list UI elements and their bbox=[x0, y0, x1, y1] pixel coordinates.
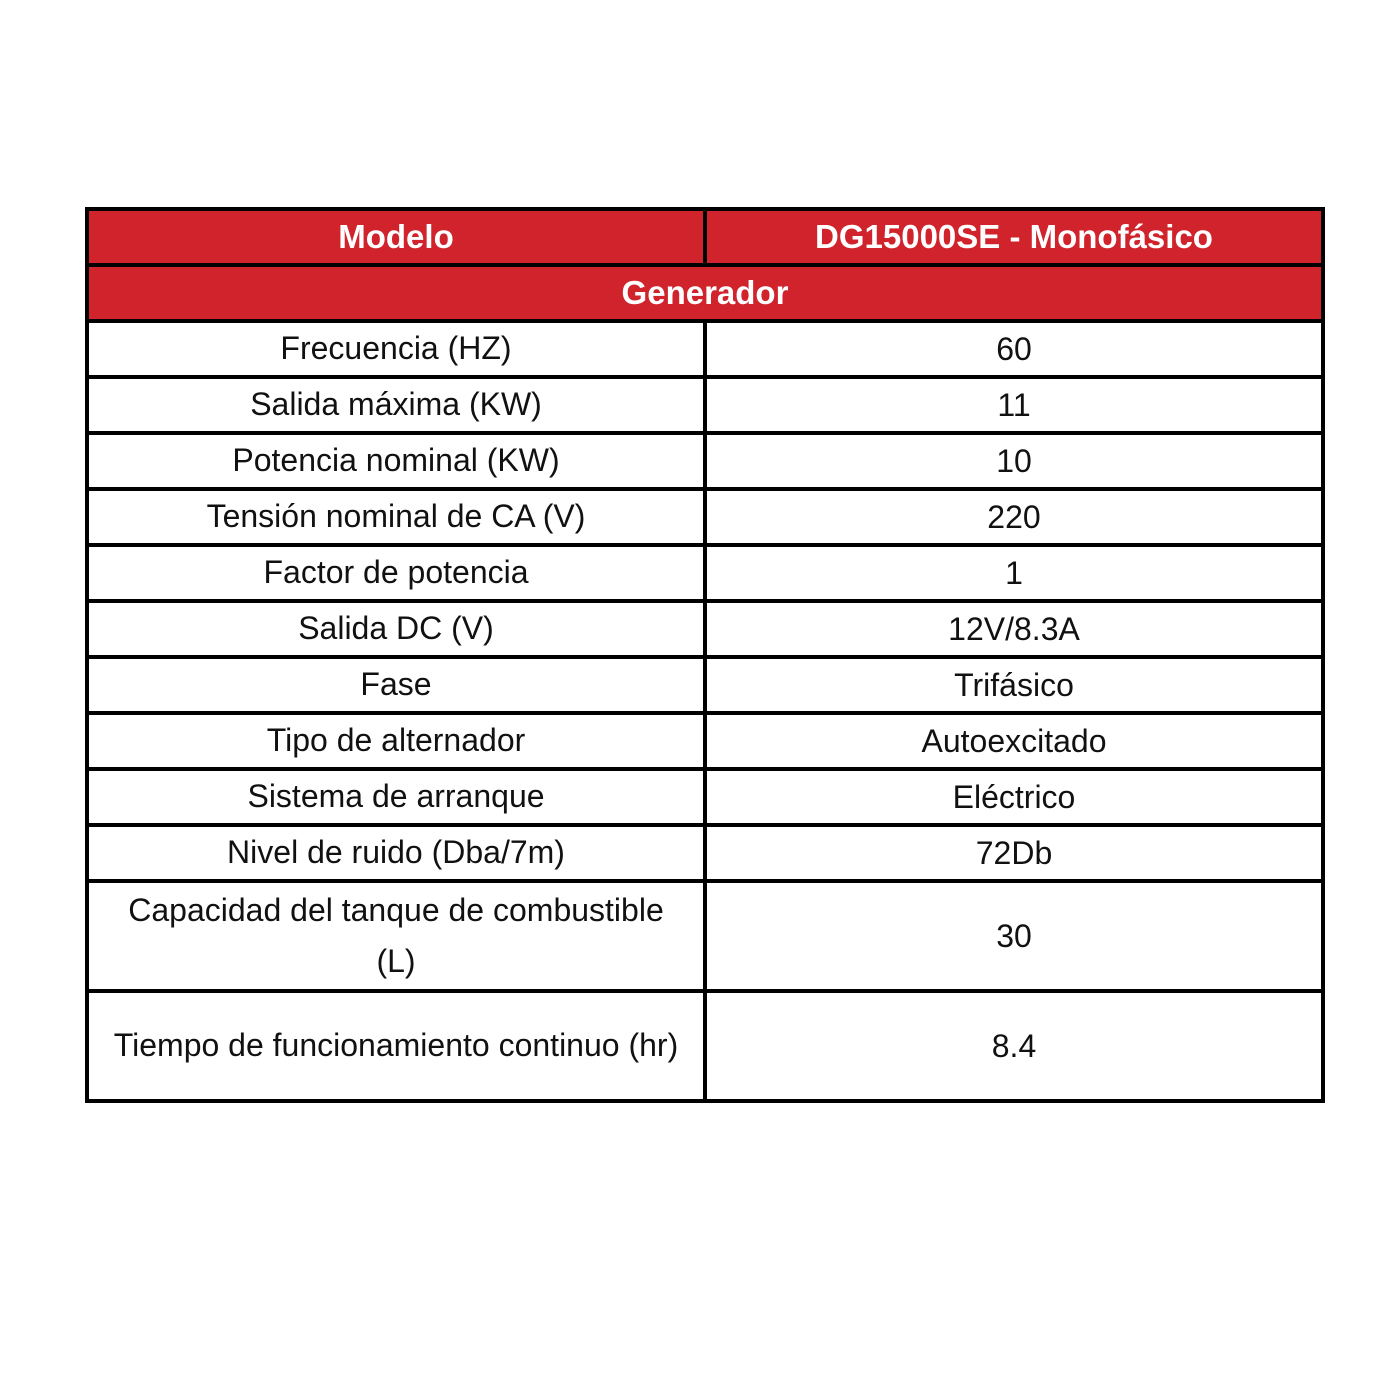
spec-label-cell: Tiempo de funcionamiento continuo (hr) bbox=[89, 993, 707, 1099]
spec-label: Frecuencia (HZ) bbox=[280, 330, 512, 367]
spec-value-cell: 72Db bbox=[707, 827, 1321, 879]
spec-label: Salida DC (V) bbox=[298, 610, 494, 647]
spec-label: Tiempo de funcionamiento continuo (hr) bbox=[113, 1027, 679, 1064]
spec-value: 220 bbox=[987, 498, 1041, 535]
table-row: Frecuencia (HZ) 60 bbox=[89, 323, 1321, 379]
spec-value: 8.4 bbox=[991, 1027, 1037, 1064]
spec-label: Potencia nominal (KW) bbox=[232, 442, 560, 479]
spec-value-cell: Autoexcitado bbox=[707, 715, 1321, 767]
spec-label: Sistema de arranque bbox=[247, 778, 545, 815]
spec-value: Trifásico bbox=[954, 666, 1074, 703]
table-row: Factor de potencia 1 bbox=[89, 547, 1321, 603]
spec-value: Autoexcitado bbox=[921, 722, 1107, 759]
spec-value: Eléctrico bbox=[952, 778, 1076, 815]
spec-label-cell: Salida máxima (KW) bbox=[89, 379, 707, 431]
spec-value-cell: 8.4 bbox=[707, 993, 1321, 1099]
spec-label: Salida máxima (KW) bbox=[250, 386, 542, 423]
spec-label-cell: Frecuencia (HZ) bbox=[89, 323, 707, 375]
spec-value: 10 bbox=[996, 442, 1032, 479]
spec-value-cell: 60 bbox=[707, 323, 1321, 375]
spec-label-cell: Tipo de alternador bbox=[89, 715, 707, 767]
spec-value-cell: 12V/8.3A bbox=[707, 603, 1321, 655]
spec-label-cell: Factor de potencia bbox=[89, 547, 707, 599]
spec-label: Fase bbox=[360, 666, 432, 703]
table-row: Fase Trifásico bbox=[89, 659, 1321, 715]
spec-value: 1 bbox=[1005, 554, 1023, 591]
header-cell-modelo: Modelo bbox=[89, 211, 707, 263]
spec-label: Factor de potencia bbox=[263, 554, 529, 591]
spec-value-cell: 10 bbox=[707, 435, 1321, 487]
spec-table: Modelo DG15000SE - Monofásico Generador … bbox=[85, 207, 1325, 1103]
table-row: Nivel de ruido (Dba/7m) 72Db bbox=[89, 827, 1321, 883]
table-row: Tensión nominal de CA (V) 220 bbox=[89, 491, 1321, 547]
spec-label-cell: Sistema de arranque bbox=[89, 771, 707, 823]
table-row: Salida DC (V) 12V/8.3A bbox=[89, 603, 1321, 659]
spec-label-cell: Fase bbox=[89, 659, 707, 711]
spec-value-cell: Trifásico bbox=[707, 659, 1321, 711]
table-row: Sistema de arranque Eléctrico bbox=[89, 771, 1321, 827]
spec-label-cell: Tensión nominal de CA (V) bbox=[89, 491, 707, 543]
table-row: Capacidad del tanque de combustible (L) … bbox=[89, 883, 1321, 993]
section-row-generador: Generador bbox=[89, 267, 1321, 323]
spec-value-cell: 220 bbox=[707, 491, 1321, 543]
spec-value-cell: 11 bbox=[707, 379, 1321, 431]
table-row: Salida máxima (KW) 11 bbox=[89, 379, 1321, 435]
spec-label: Nivel de ruido (Dba/7m) bbox=[227, 834, 565, 871]
section-title: Generador bbox=[621, 274, 789, 311]
spec-label: Tensión nominal de CA (V) bbox=[206, 498, 586, 535]
table-header-row: Modelo DG15000SE - Monofásico bbox=[89, 211, 1321, 267]
spec-label: Capacidad del tanque de combustible (L) bbox=[128, 891, 664, 979]
header-cell-model-name: DG15000SE - Monofásico bbox=[707, 211, 1321, 263]
spec-value: 12V/8.3A bbox=[948, 610, 1080, 647]
spec-value: 72Db bbox=[975, 834, 1053, 871]
spec-value-cell: 30 bbox=[707, 883, 1321, 989]
table-row: Tiempo de funcionamiento continuo (hr) 8… bbox=[89, 993, 1321, 1099]
table-row: Tipo de alternador Autoexcitado bbox=[89, 715, 1321, 771]
spec-value-cell: Eléctrico bbox=[707, 771, 1321, 823]
spec-label-cell: Nivel de ruido (Dba/7m) bbox=[89, 827, 707, 879]
spec-value-cell: 1 bbox=[707, 547, 1321, 599]
spec-label-cell: Capacidad del tanque de combustible (L) bbox=[89, 883, 707, 989]
table-row: Potencia nominal (KW) 10 bbox=[89, 435, 1321, 491]
header-modelo-label: Modelo bbox=[338, 217, 454, 255]
spec-value: 30 bbox=[996, 917, 1032, 954]
spec-label: Tipo de alternador bbox=[266, 722, 526, 759]
spec-label-cell: Salida DC (V) bbox=[89, 603, 707, 655]
spec-value: 11 bbox=[997, 386, 1031, 423]
header-model-name-label: DG15000SE - Monofásico bbox=[815, 217, 1213, 255]
spec-label-cell: Potencia nominal (KW) bbox=[89, 435, 707, 487]
spec-value: 60 bbox=[996, 330, 1032, 367]
